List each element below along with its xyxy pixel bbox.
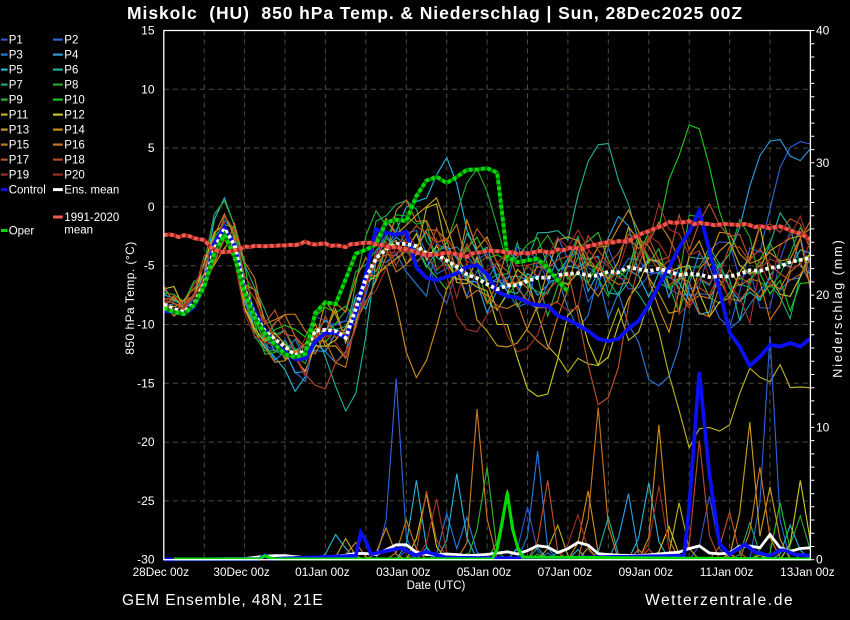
svg-text:0: 0: [148, 200, 155, 214]
svg-text:P11: P11: [9, 110, 29, 122]
svg-text:P3: P3: [9, 50, 23, 62]
svg-text:Oper: Oper: [9, 226, 35, 238]
svg-text:15: 15: [141, 24, 155, 38]
svg-text:Wetterzentrale.de: Wetterzentrale.de: [645, 592, 794, 609]
svg-text:mean: mean: [64, 225, 93, 237]
svg-text:P9: P9: [9, 95, 23, 107]
svg-text:Control: Control: [9, 185, 46, 197]
svg-text:05Jan 00z: 05Jan 00z: [457, 565, 512, 579]
svg-text:P14: P14: [64, 125, 85, 137]
svg-text:-15: -15: [137, 376, 155, 390]
svg-text:P19: P19: [9, 170, 29, 182]
svg-text:P10: P10: [64, 95, 84, 107]
svg-text:P15: P15: [9, 140, 29, 152]
svg-text:P16: P16: [64, 140, 84, 152]
svg-text:P4: P4: [64, 50, 79, 62]
svg-text:P2: P2: [64, 35, 78, 47]
svg-text:Niederschlag (mm): Niederschlag (mm): [831, 238, 845, 378]
svg-text:-10: -10: [137, 318, 155, 332]
svg-text:P20: P20: [64, 170, 84, 182]
svg-text:P17: P17: [9, 155, 29, 167]
svg-text:-25: -25: [137, 494, 155, 508]
svg-text:01Jan 00z: 01Jan 00z: [295, 565, 350, 579]
svg-text:0: 0: [816, 553, 823, 567]
svg-text:10: 10: [141, 82, 155, 96]
svg-text:P18: P18: [64, 155, 84, 167]
svg-text:07Jan 00z: 07Jan 00z: [538, 565, 593, 579]
svg-text:P8: P8: [64, 80, 78, 92]
svg-text:Ens. mean: Ens. mean: [64, 185, 119, 197]
svg-text:13Jan 00z: 13Jan 00z: [780, 565, 835, 579]
svg-text:P5: P5: [9, 65, 23, 77]
svg-text:P13: P13: [9, 125, 29, 137]
svg-text:1991-2020: 1991-2020: [64, 212, 119, 224]
svg-text:P1: P1: [9, 35, 23, 47]
svg-text:30Dec 00z: 30Dec 00z: [213, 565, 269, 579]
svg-text:P6: P6: [64, 65, 78, 77]
svg-text:GEM Ensemble, 48N, 21E: GEM Ensemble, 48N, 21E: [122, 592, 324, 609]
svg-text:30: 30: [816, 156, 830, 170]
svg-text:-5: -5: [144, 259, 155, 273]
svg-text:Date (UTC): Date (UTC): [407, 580, 466, 592]
svg-text:20: 20: [816, 288, 830, 302]
svg-text:03Jan 00z: 03Jan 00z: [376, 565, 431, 579]
svg-text:28Dec 00z: 28Dec 00z: [133, 565, 189, 579]
svg-text:-20: -20: [137, 435, 155, 449]
svg-text:11Jan 00z: 11Jan 00z: [700, 565, 754, 579]
svg-text:5: 5: [148, 141, 155, 155]
svg-text:Miskolc (HU) 850 hPa Temp. &: Miskolc (HU) 850 hPa Temp. & Niederschla…: [127, 3, 743, 23]
svg-text:P7: P7: [9, 80, 23, 92]
svg-text:09Jan 00z: 09Jan 00z: [619, 565, 674, 579]
svg-text:-30: -30: [137, 553, 155, 567]
svg-text:40: 40: [816, 24, 830, 38]
svg-text:P12: P12: [64, 110, 84, 122]
svg-text:850 hPa Temp. (°C): 850 hPa Temp. (°C): [123, 241, 137, 354]
svg-text:10: 10: [816, 420, 830, 434]
